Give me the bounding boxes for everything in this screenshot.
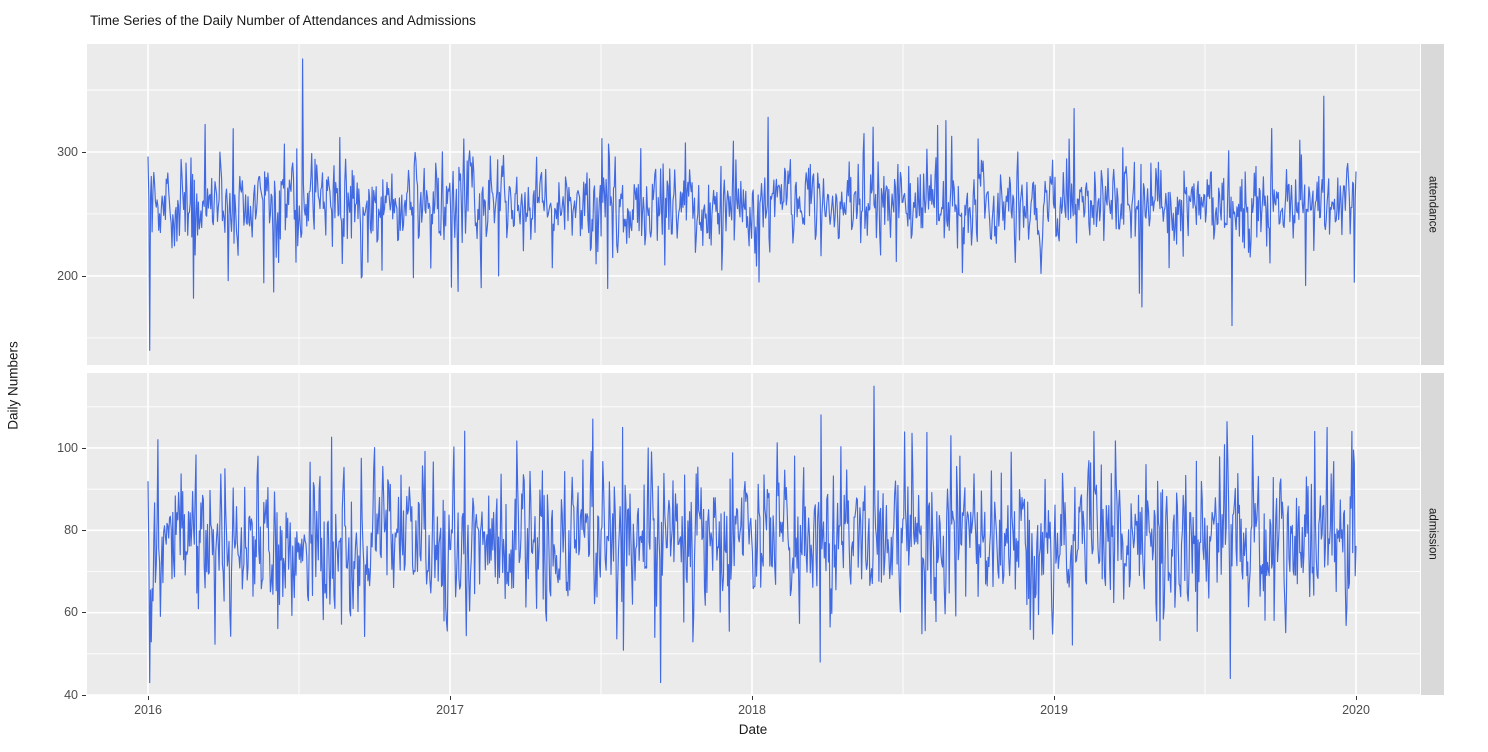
y-tick-mark — [82, 152, 86, 153]
admission-series-line — [147, 385, 1357, 684]
y-tick-mark — [82, 448, 86, 449]
facet-strip-label: attendance — [1426, 176, 1439, 233]
y-axis-title: Daily Numbers — [5, 341, 21, 430]
facet-plot-svg — [87, 373, 1420, 695]
x-axis-title: Date — [738, 722, 768, 737]
facet-plot-svg — [87, 44, 1420, 365]
x-tick-label: 2020 — [1342, 703, 1370, 717]
y-tick-mark — [82, 695, 86, 696]
x-tick-mark — [450, 696, 451, 700]
facet-strip-label: admission — [1426, 508, 1439, 560]
x-tick-mark — [752, 696, 753, 700]
x-tick-mark — [1356, 696, 1357, 700]
x-tick-mark — [148, 696, 149, 700]
x-tick-label: 2016 — [134, 703, 162, 717]
x-tick-label: 2018 — [738, 703, 766, 717]
y-tick-label: 200 — [57, 269, 78, 283]
panel-admission — [87, 373, 1420, 695]
y-tick-label: 300 — [57, 145, 78, 159]
facet-strip-admission: admission — [1421, 373, 1444, 695]
y-tick-label: 60 — [64, 605, 78, 619]
attendance-series-line — [147, 58, 1357, 351]
y-tick-mark — [82, 276, 86, 277]
x-tick-mark — [1054, 696, 1055, 700]
y-tick-label: 80 — [64, 523, 78, 537]
facet-strip-attendance: attendance — [1421, 44, 1444, 365]
y-tick-label: 40 — [64, 688, 78, 702]
x-tick-label: 2017 — [436, 703, 464, 717]
y-tick-mark — [82, 530, 86, 531]
y-tick-label: 100 — [57, 441, 78, 455]
x-tick-label: 2019 — [1040, 703, 1068, 717]
chart-title: Time Series of the Daily Number of Atten… — [90, 13, 476, 28]
panel-attendance — [87, 44, 1420, 365]
y-tick-mark — [82, 612, 86, 613]
